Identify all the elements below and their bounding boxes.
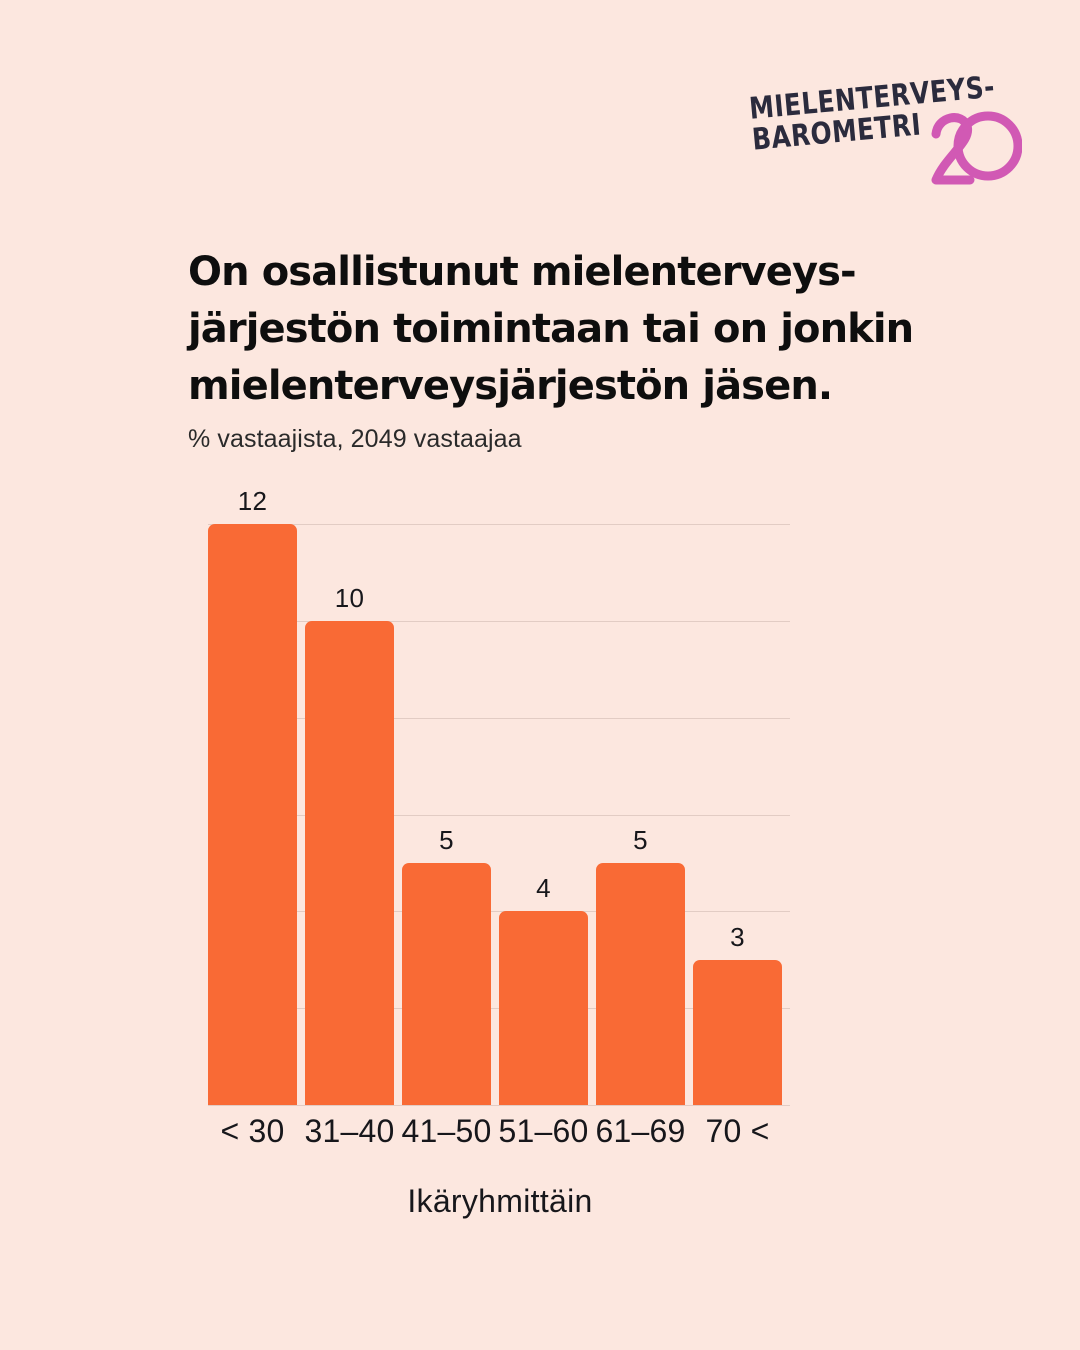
bar-value-label: 10: [334, 582, 365, 613]
bar-41-50[interactable]: [402, 862, 491, 1105]
title-line-2: järjestön toimintaan tai on jonkin: [188, 306, 914, 352]
category-label: 70 <: [705, 1113, 770, 1149]
logo-20-icon: [931, 111, 1022, 185]
title-line-3: mielenterveysjärjestön jäsen.: [188, 363, 833, 409]
bar-61-69[interactable]: [596, 862, 685, 1105]
bar-value-label: 4: [536, 873, 551, 904]
category-label: 61–69: [595, 1113, 686, 1149]
bar-value-label: 5: [633, 824, 648, 855]
gridline: [208, 620, 790, 622]
category-label: 41–50: [401, 1113, 492, 1149]
bar--30[interactable]: [208, 524, 297, 1105]
bar-value-label: 3: [730, 921, 745, 952]
page-title: On osallistunut mielenterveys- järjestön…: [188, 244, 968, 415]
x-axis-title: Ikäryhmittäin: [407, 1183, 593, 1219]
gridline: [208, 911, 790, 913]
title-line-1: On osallistunut mielenterveys-: [188, 249, 857, 295]
category-label: 31–40: [304, 1113, 395, 1149]
plot-area: [208, 524, 790, 1106]
bar-70-[interactable]: [693, 959, 782, 1105]
axis-baseline: [208, 1105, 790, 1106]
gridline: [208, 524, 790, 525]
bar-31-40[interactable]: [305, 620, 394, 1105]
bar-51-60[interactable]: [499, 911, 588, 1105]
bar-value-label: 12: [237, 486, 268, 516]
bar-value-label: 5: [439, 824, 454, 855]
gridline: [208, 717, 790, 719]
brand-logo: MIELENTERVEYS- BAROMETRI: [748, 70, 1022, 198]
category-label: < 30: [220, 1113, 285, 1149]
chart-subtitle: % vastaajista, 2049 vastaajaa: [188, 425, 522, 453]
gridline: [208, 814, 790, 816]
category-label: 51–60: [498, 1113, 589, 1149]
